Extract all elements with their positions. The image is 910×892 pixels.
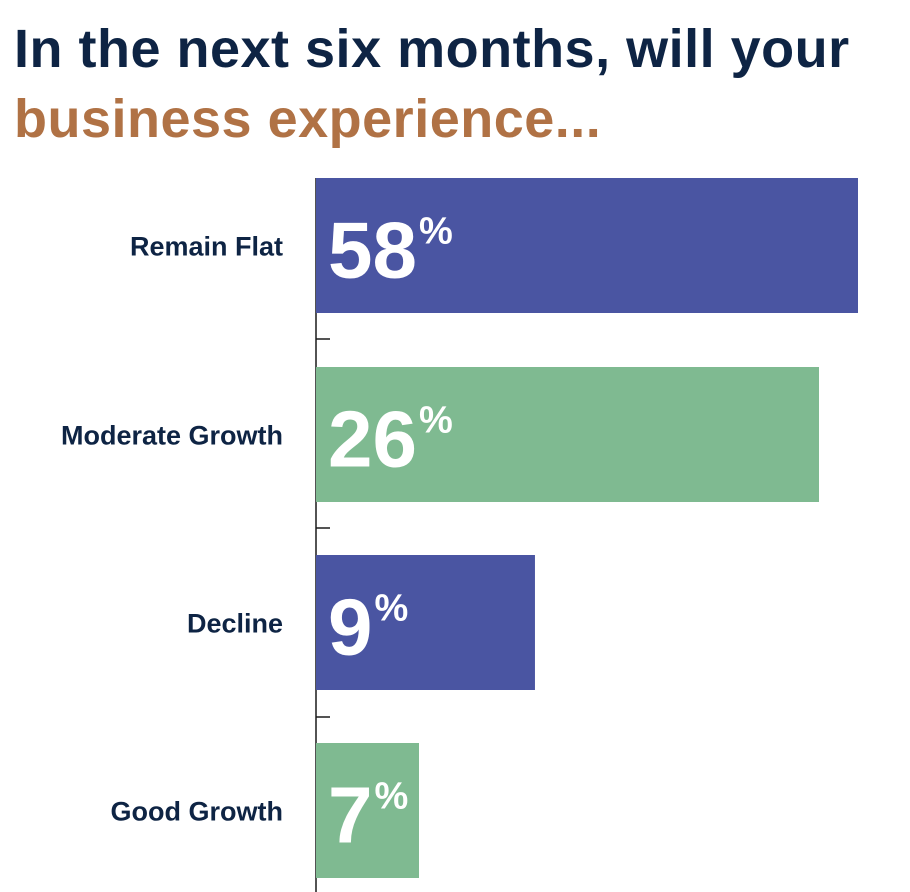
category-label: Decline (187, 609, 283, 639)
data-label: 58% (328, 206, 453, 295)
chart-title-line2: business experience... (14, 89, 602, 149)
bar-remain-flat (316, 178, 858, 313)
data-label: 26% (328, 395, 453, 484)
category-label: Moderate Growth (61, 421, 283, 451)
chart-title-line1: In the next six months, will your (14, 19, 850, 79)
chart-title: In the next six months, will your busine… (14, 14, 850, 154)
category-label: Remain Flat (130, 232, 283, 262)
category-label: Good Growth (111, 797, 283, 827)
bar-decline (316, 555, 535, 690)
bar-moderate-growth (316, 367, 819, 502)
bar-good-growth (316, 743, 419, 878)
data-label: 9% (328, 583, 408, 672)
data-label: 7% (328, 771, 408, 860)
